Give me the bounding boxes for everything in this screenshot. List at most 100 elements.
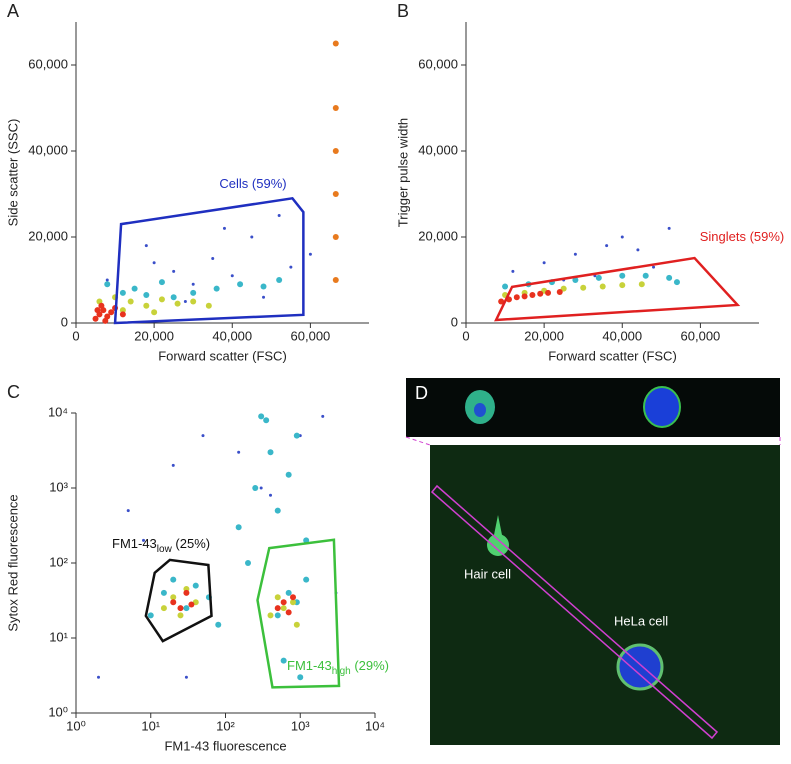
x-tick-label: 10¹ [141,718,160,733]
point [213,285,220,292]
x-axis-label: FM1-43 fluorescence [164,738,286,753]
point [143,292,150,299]
point [572,277,579,283]
point [183,605,190,612]
panel-letter: D [415,383,428,403]
point [498,298,505,305]
hair-cell [487,534,509,556]
point [605,244,609,248]
panel-letter: B [397,1,409,21]
point [673,279,680,286]
panel-letter: C [7,382,20,402]
y-tick-label: 60,000 [28,56,68,71]
point [183,300,187,303]
x-tick-label: 40,000 [602,328,642,343]
point [105,278,109,282]
point [158,279,165,286]
y-tick-label: 40,000 [418,142,458,157]
side-view-image [406,378,780,437]
point [235,524,242,531]
point [642,272,649,279]
x-tick-label: 10² [216,718,235,733]
y-tick-label: 0 [451,314,458,329]
point [595,274,602,281]
cell-label: Hair cell [464,566,511,581]
gate-name: FM1-43 [287,658,332,673]
point [290,599,297,606]
point [250,235,254,239]
point [267,449,274,456]
x-axis-label: Forward scatter (FSC) [548,348,677,363]
gate-name: FM1-43 [112,536,157,551]
x-tick-label: 10³ [291,718,310,733]
y-tick-label: 60,000 [418,56,458,71]
gate-label: FM1-43low (25%) [112,536,210,554]
point [92,315,99,322]
point [211,257,215,260]
point [215,621,222,628]
point [191,282,195,286]
point [183,589,190,596]
point [580,284,587,291]
point [237,281,244,288]
point [332,148,339,154]
point [177,605,184,612]
point [102,317,109,324]
point [170,594,177,601]
gate [256,538,341,689]
point [545,289,552,296]
point [274,594,281,601]
point [308,252,312,256]
gate-percent: (25%) [172,536,210,551]
gate [144,558,213,643]
point [667,226,671,230]
y-axis-label: Sytox Red fluorescence [5,494,20,631]
gate-name: Cells (59%) [219,176,286,191]
gate-percent: (29%) [351,658,389,673]
point [184,675,188,679]
point [144,244,148,248]
point [619,282,626,289]
point [529,292,536,299]
point [636,248,640,252]
point [170,599,177,606]
point [332,105,339,111]
y-axis-label: Trigger pulse width [395,118,410,227]
gate [494,256,741,322]
point [94,307,101,314]
point [260,283,267,290]
y-axis-label: Side scatter (SSC) [5,119,20,227]
point [276,277,283,283]
x-tick-label: 0 [72,328,79,343]
point [280,657,287,664]
y-tick-label: 0 [61,314,68,329]
x-tick-label: 60,000 [291,328,331,343]
point [293,621,300,628]
point [158,296,165,303]
point [332,277,339,283]
point [259,486,263,490]
point [142,538,146,542]
section-line [430,484,719,740]
point [274,507,281,514]
point [297,674,304,681]
point [104,281,111,288]
x-tick-label: 60,000 [681,328,721,343]
point [285,471,292,478]
point [285,609,292,616]
point [262,295,266,299]
point [201,434,205,438]
point [267,612,274,619]
point [513,294,520,301]
x-tick-label: 20,000 [524,328,564,343]
point [274,605,281,612]
y-tick-label: 10⁴ [48,404,68,419]
x-tick-label: 40,000 [212,328,252,343]
point [190,289,197,296]
gate-label: Cells (59%) [219,176,286,191]
point [177,612,184,619]
point [573,252,577,256]
point [192,582,199,589]
point [237,450,241,454]
point [321,414,325,418]
